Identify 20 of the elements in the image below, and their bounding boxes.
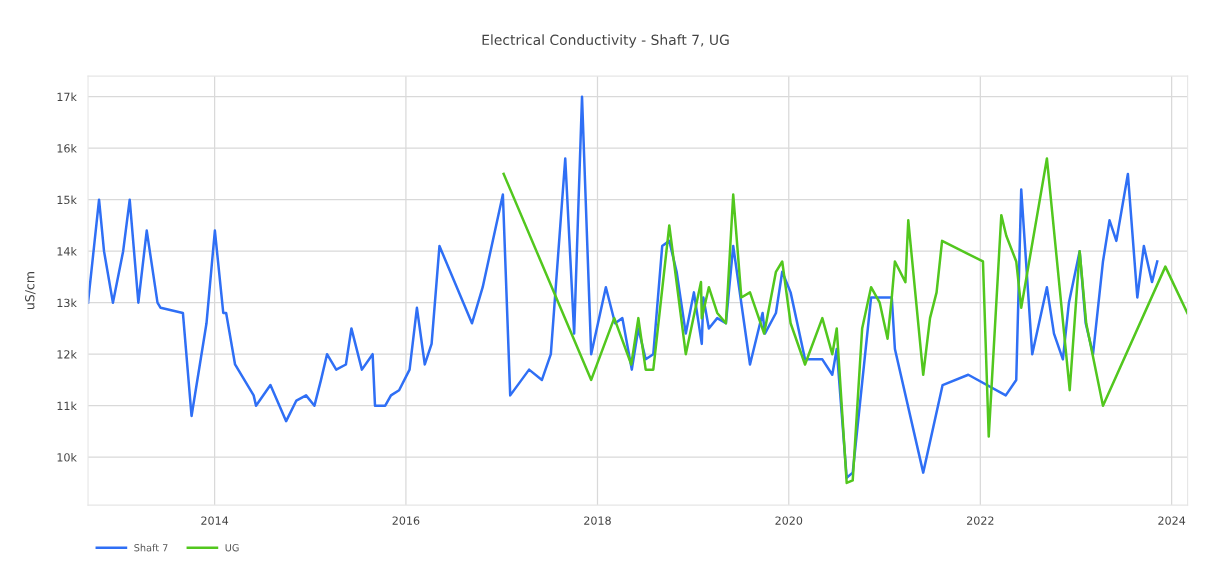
y-tick-label: 11k — [57, 401, 77, 410]
y-tick-label: 15k — [57, 195, 77, 205]
x-tick-label: 2024 — [1158, 516, 1186, 525]
y-tick-label: 10k — [57, 452, 77, 462]
y-tick-label: 17k — [57, 92, 77, 101]
chart-title: Electrical Conductivity - Shaft 7, UG — [482, 34, 729, 48]
y-tick-label: 13k — [57, 298, 77, 308]
y-tick-label: 12k — [57, 349, 77, 359]
line-series — [502, 157, 1188, 485]
legend-label: Shaft 7 — [134, 543, 168, 552]
y-axis-title: uS/cm — [25, 272, 36, 310]
x-tick-label: 2022 — [967, 516, 994, 525]
x-tick-label: 2020 — [775, 516, 803, 525]
legend-label: UG — [225, 544, 239, 552]
y-tick-label: 16k — [57, 143, 77, 153]
x-tick-label: 2018 — [584, 516, 611, 525]
y-tick-label: 14k — [57, 246, 77, 256]
x-tick-label: 2016 — [392, 516, 420, 525]
x-tick-label: 2014 — [201, 516, 229, 525]
line-series — [88, 95, 1159, 480]
